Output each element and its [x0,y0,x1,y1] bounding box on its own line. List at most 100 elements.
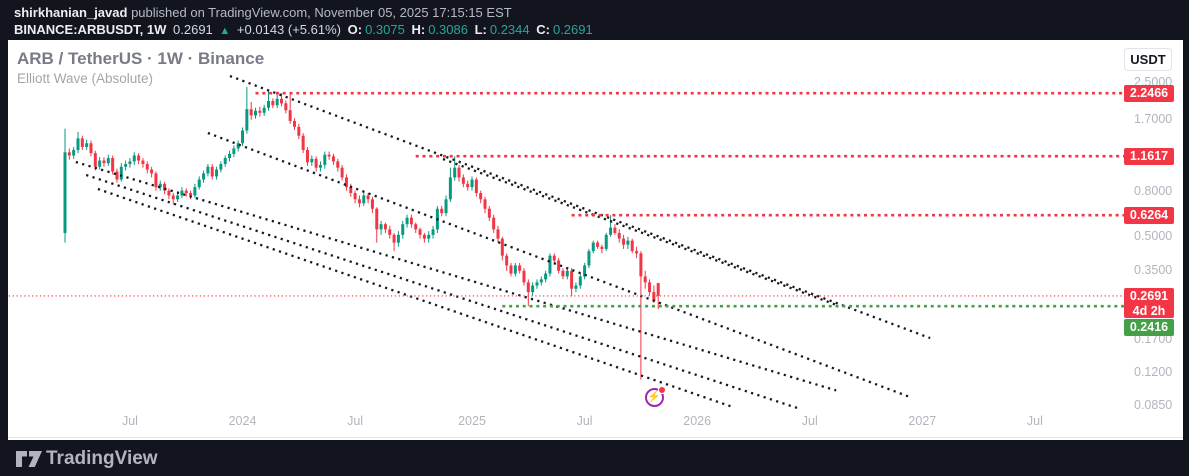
candle-body [288,110,292,121]
candle-body [254,110,258,116]
candle-body [327,154,331,157]
candle-body [557,260,561,271]
trendline[interactable] [229,74,931,340]
time-tick-label: Jul [347,414,364,428]
candle-body [72,149,76,156]
candle-body [180,190,184,196]
currency-toggle-button[interactable]: USDT [1124,48,1172,71]
candle-body [344,177,348,188]
candle-body [457,167,461,178]
candle-body [604,234,608,249]
last-price: 0.2691 [173,22,213,37]
candle-body [652,292,656,302]
candle-body [509,265,513,274]
trendline[interactable] [97,187,734,409]
candle-body [626,240,630,245]
candle-body [67,152,71,156]
candle-body [245,109,249,131]
candle-body [396,234,400,243]
candle-body [189,193,193,196]
candle-body [565,270,569,277]
author-name: shirkhanian_javad [14,5,128,20]
candle-body [427,234,431,239]
candle-body [643,276,647,283]
candle-body [596,242,600,247]
price-tick-label: 0.1200 [1134,365,1173,380]
candle-body [106,158,110,164]
trendline[interactable] [442,157,837,306]
published-text: published on TradingView.com, November 0… [127,5,512,20]
candle-body [167,190,171,196]
candle-body [202,173,206,180]
candle-body [119,166,123,180]
candle-body [85,143,89,147]
time-axis-separator [8,437,1183,438]
candle-body [474,179,478,194]
publish-info: shirkhanian_javad published on TradingVi… [14,5,512,20]
candle-body [613,227,617,233]
candle-body [223,158,227,165]
snapshot-footer: TradingView [0,440,1189,476]
candle-body [193,187,197,196]
candle-body [357,199,361,204]
close-label: C: [536,22,550,37]
candle-body [392,234,396,243]
notification-dot [657,385,666,394]
candle-body [431,229,435,235]
candle-body [132,155,136,162]
symbol-interval: BINANCE:ARBUSDT, 1W [14,22,167,37]
candle-body [526,282,530,293]
candle-body [284,103,288,111]
boost-marker[interactable]: ⚡ [644,385,666,407]
candle-body [414,224,418,230]
price-tick-label: 0.0850 [1134,397,1173,412]
candle-body [600,246,604,249]
candle-body [479,193,483,200]
candle-body [280,98,283,104]
candle-body [93,153,97,167]
candle-body [583,265,587,277]
candle-body [197,179,201,188]
candle-body [236,143,240,149]
candle-body [76,138,80,150]
candle-body [544,273,548,280]
candle-body [63,152,67,233]
candle-body [448,177,452,200]
brand-name[interactable]: TradingView [46,448,158,469]
candle-body [609,227,613,235]
candle-body [215,169,219,177]
low-value: 0.2344 [489,22,530,37]
trendline[interactable] [75,160,837,392]
candle-body [331,156,335,162]
candle-body [535,282,539,286]
candle-body [89,143,93,154]
candle-body [513,265,517,274]
candle-body [206,166,210,174]
candle-body [500,238,504,256]
candle-body [405,217,409,225]
candle-body [336,161,340,168]
candle-body [370,199,374,209]
current-price-badge: 0.2691 4d 2h [1124,287,1174,318]
tradingview-logo[interactable] [15,449,43,469]
time-tick-label: 2025 [458,414,486,428]
candle-body [128,161,132,165]
candle-body [466,183,470,188]
candle-body [418,229,422,235]
candle-body [310,158,314,163]
candle-body [267,101,271,108]
candle-body [305,149,309,163]
candle-body [487,208,491,218]
candle-body [241,130,245,144]
time-tick-label: 2026 [683,414,712,428]
candle-body [102,160,106,164]
chart-panel[interactable] [8,40,1183,440]
candle-body [292,120,296,127]
open-label: O: [347,22,363,37]
candle-body [318,164,322,168]
candle-body [158,183,162,188]
candle-body [115,171,119,180]
candle-body [184,190,188,194]
